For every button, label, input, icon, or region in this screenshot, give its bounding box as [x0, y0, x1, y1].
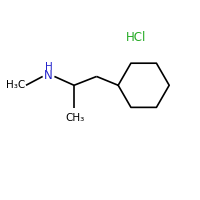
Text: HCl: HCl	[126, 31, 146, 44]
Text: N: N	[44, 69, 53, 82]
Text: H: H	[45, 62, 52, 72]
Text: H₃C: H₃C	[6, 80, 25, 90]
Text: CH₃: CH₃	[65, 113, 85, 123]
